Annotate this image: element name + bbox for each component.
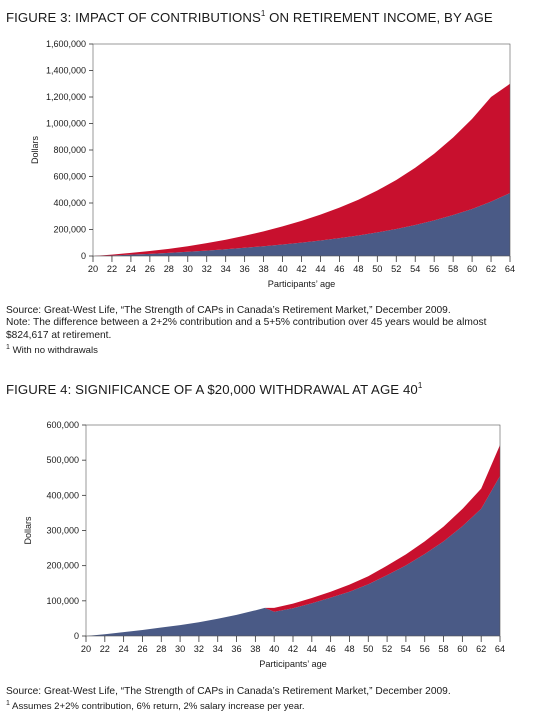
chart3-xtick-label: 30 bbox=[183, 264, 193, 274]
chart4-xtick-label: 20 bbox=[81, 644, 91, 654]
chart4-series-0-area bbox=[86, 475, 500, 636]
chart4-xtick-label: 56 bbox=[420, 644, 430, 654]
chart3-ytick-label: 600,000 bbox=[53, 172, 86, 182]
chart4-xtick-label: 26 bbox=[137, 644, 147, 654]
chart4-xtick-label: 28 bbox=[156, 644, 166, 654]
chart4-xtick-label: 50 bbox=[363, 644, 373, 654]
chart4-xtick-label: 64 bbox=[495, 644, 505, 654]
figure4-chart: 0 100,000 200,000 300,000 400,000 500,000 600,… bbox=[23, 420, 505, 669]
figure3-notes: Source: Great-West Life, “The Strength o… bbox=[6, 305, 486, 358]
chart3-xtick-label: 36 bbox=[240, 264, 250, 274]
figure4-title-sup: 1 bbox=[417, 381, 423, 390]
figure3-note-line1: Note: The difference between a 2+2% cont… bbox=[6, 317, 487, 329]
chart3-xtick-label: 44 bbox=[315, 264, 325, 274]
figure3-chart: 0 200,000 400,000 600,000 800,000 1,000,000 1,… bbox=[30, 39, 515, 289]
chart3-xtick-label: 28 bbox=[164, 264, 174, 274]
chart4-xtick-label: 38 bbox=[250, 644, 260, 654]
chart3-xtick-label: 46 bbox=[334, 264, 344, 274]
chart4-ytick-label: 100,000 bbox=[46, 596, 79, 606]
chart4-xtick-label: 24 bbox=[119, 644, 129, 654]
figure3-title-sup: 1 bbox=[260, 9, 266, 18]
figure4-footnote-text: Assumes 2+2% contribution, 6% return, 2%… bbox=[9, 701, 305, 713]
chart3-xtick-label: 52 bbox=[391, 264, 401, 274]
chart3-ytick-label: 1,400,000 bbox=[46, 66, 86, 76]
chart3-ytick-label: 200,000 bbox=[53, 225, 86, 235]
chart3-series-0-area bbox=[93, 193, 510, 256]
figure4-footnote-mark: 1 bbox=[6, 700, 10, 708]
chart3-xtick-label: 24 bbox=[126, 264, 136, 274]
chart3-xtick-label: 50 bbox=[372, 264, 382, 274]
chart3-xtick-label: 38 bbox=[258, 264, 268, 274]
chart4-xtick-label: 46 bbox=[326, 644, 336, 654]
chart4-ytick-label: 300,000 bbox=[46, 526, 79, 536]
chart4-ytick-label: 400,000 bbox=[46, 490, 79, 500]
chart4-xlabel: Participants’ age bbox=[259, 659, 327, 669]
figure4-notes: Source: Great-West Life, “The Strength o… bbox=[6, 686, 451, 714]
figure3-note-line2: $824,617 at retirement. bbox=[6, 329, 112, 341]
chart3-series-1-area bbox=[93, 83, 510, 256]
chart3-ytick-label: 1,000,000 bbox=[46, 119, 86, 129]
chart4-ytick-label: 200,000 bbox=[46, 561, 79, 571]
chart4-xtick-label: 30 bbox=[175, 644, 185, 654]
chart4-xtick-label: 58 bbox=[438, 644, 448, 654]
chart4-ylabel: Dollars bbox=[23, 516, 33, 545]
figure3-footnote-text: With no withdrawals bbox=[9, 345, 98, 357]
chart4-xtick-label: 44 bbox=[307, 644, 317, 654]
chart3-xtick-label: 60 bbox=[467, 264, 477, 274]
chart4-xtick-label: 34 bbox=[213, 644, 223, 654]
chart3-ytick-label: 1,200,000 bbox=[46, 92, 86, 102]
chart3-xtick-label: 42 bbox=[296, 264, 306, 274]
chart4-xtick-label: 60 bbox=[457, 644, 467, 654]
chart3-xtick-label: 56 bbox=[429, 264, 439, 274]
chart3-xtick-label: 22 bbox=[107, 264, 117, 274]
chart3-ytick-label: 800,000 bbox=[53, 145, 86, 155]
chart4-ytick-label: 500,000 bbox=[46, 455, 79, 465]
chart4-ytick-label: 0 bbox=[74, 631, 79, 641]
chart4-xtick-label: 36 bbox=[231, 644, 241, 654]
chart3-ytick-label: 0 bbox=[81, 251, 86, 261]
figure3-title: FIGURE 3: IMPACT OF CONTRIBUTIONS1 ON RE… bbox=[6, 9, 493, 25]
chart3-xtick-label: 64 bbox=[505, 264, 515, 274]
chart4-xtick-label: 52 bbox=[382, 644, 392, 654]
figure3-title-text: FIGURE 3: IMPACT OF CONTRIBUTIONS bbox=[6, 10, 261, 25]
chart4-xtick-label: 22 bbox=[100, 644, 110, 654]
chart3-xtick-label: 48 bbox=[353, 264, 363, 274]
figure3-footnote: 1 With no withdrawals bbox=[6, 342, 486, 357]
chart3-xtick-label: 32 bbox=[202, 264, 212, 274]
chart3-ylabel: Dollars bbox=[30, 136, 40, 165]
chart3-xtick-label: 54 bbox=[410, 264, 420, 274]
chart4-xtick-label: 32 bbox=[194, 644, 204, 654]
chart3-xtick-label: 62 bbox=[486, 264, 496, 274]
figure3-footnote-mark: 1 bbox=[6, 344, 10, 352]
chart3-xtick-label: 20 bbox=[88, 264, 98, 274]
chart3-xlabel: Participants’ age bbox=[268, 279, 336, 289]
chart4-xtick-label: 62 bbox=[476, 644, 486, 654]
chart4-xtick-label: 54 bbox=[401, 644, 411, 654]
chart3-xtick-label: 58 bbox=[448, 264, 458, 274]
figure4-title: FIGURE 4: SIGNIFICANCE OF A $20,000 WITH… bbox=[6, 381, 422, 397]
chart4-xtick-label: 48 bbox=[344, 644, 354, 654]
figure4-footnote: 1 Assumes 2+2% contribution, 6% return, … bbox=[6, 698, 451, 713]
chart4-xtick-label: 40 bbox=[269, 644, 279, 654]
figure4-title-text: FIGURE 4: SIGNIFICANCE OF A $20,000 WITH… bbox=[6, 382, 418, 397]
chart4-ytick-label: 600,000 bbox=[46, 420, 79, 430]
figure3-source: Source: Great-West Life, “The Strength o… bbox=[6, 305, 451, 316]
chart3-ytick-label: 400,000 bbox=[53, 198, 86, 208]
chart3-xtick-label: 34 bbox=[221, 264, 231, 274]
chart3-xtick-label: 26 bbox=[145, 264, 155, 274]
chart3-ytick-label: 1,600,000 bbox=[46, 39, 86, 49]
figure4-source: Source: Great-West Life, “The Strength o… bbox=[6, 686, 451, 697]
figure3-title-rest: ON RETIREMENT INCOME, BY AGE bbox=[265, 10, 493, 25]
chart4-xtick-label: 42 bbox=[288, 644, 298, 654]
chart3-xtick-label: 40 bbox=[277, 264, 287, 274]
